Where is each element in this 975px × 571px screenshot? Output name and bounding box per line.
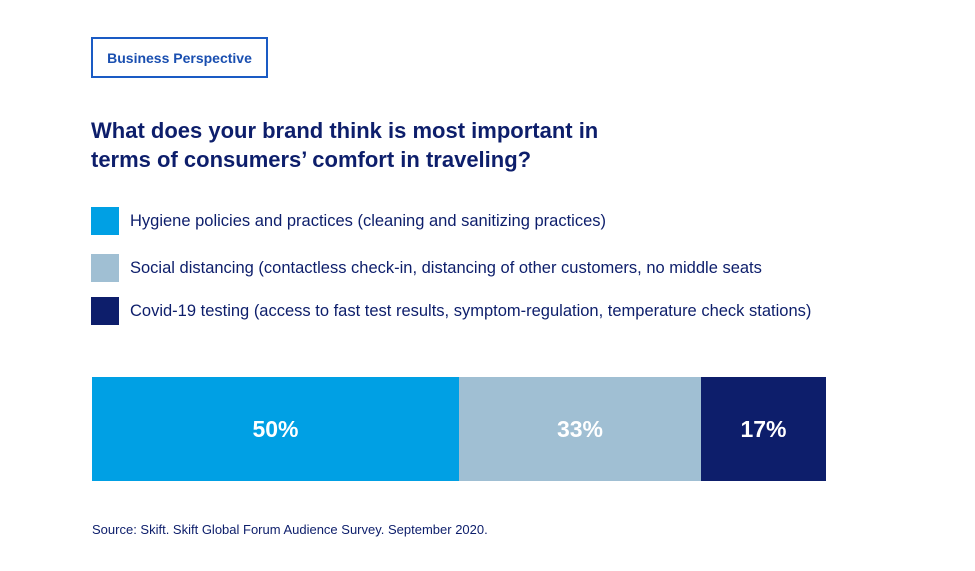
- legend-swatch-hygiene: [91, 207, 119, 235]
- legend-item-covid-testing: Covid-19 testing (access to fast test re…: [91, 297, 811, 325]
- chart-title: What does your brand think is most impor…: [91, 116, 711, 174]
- bar-segment-hygiene: 50%: [92, 377, 459, 481]
- legend-item-social-distancing: Social distancing (contactless check-in,…: [91, 254, 762, 282]
- legend-label-covid-testing: Covid-19 testing (access to fast test re…: [130, 301, 812, 320]
- source-note: Source: Skift. Skift Global Forum Audien…: [92, 522, 488, 537]
- bar-label-social-distancing: 33%: [556, 415, 604, 442]
- section-badge: Business Perspective: [91, 37, 268, 78]
- legend-label-social-distancing: Social distancing (contactless check-in,…: [130, 258, 762, 277]
- bar-segment-social-distancing: 33%: [459, 377, 701, 481]
- legend-swatch-social-distancing: [91, 254, 119, 282]
- legend-label-hygiene: Hygiene policies and practices (cleaning…: [130, 211, 607, 230]
- bar-label-hygiene: 50%: [252, 415, 299, 442]
- bar-segment-covid-testing: 17%: [701, 377, 826, 481]
- bar-label-covid-testing: 17%: [740, 415, 787, 442]
- stacked-bar: 50% 33% 17%: [92, 377, 826, 481]
- legend-swatch-covid-testing: [91, 297, 119, 325]
- chart-title-line-2: terms of consumers’ comfort in traveling…: [91, 147, 532, 172]
- legend-item-hygiene: Hygiene policies and practices (cleaning…: [91, 207, 606, 235]
- chart-title-line-1: What does your brand think is most impor…: [91, 118, 599, 143]
